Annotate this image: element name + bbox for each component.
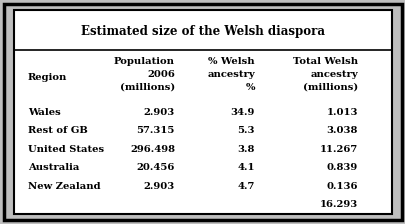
Text: 1.013: 1.013 — [326, 108, 357, 116]
Text: Total Welsh: Total Welsh — [292, 56, 357, 65]
FancyBboxPatch shape — [14, 10, 391, 214]
Text: Estimated size of the Welsh diaspora: Estimated size of the Welsh diaspora — [81, 24, 324, 37]
Text: (millions): (millions) — [119, 82, 175, 91]
Text: 57.315: 57.315 — [136, 126, 175, 135]
Text: 5.3: 5.3 — [237, 126, 254, 135]
Text: United States: United States — [28, 144, 104, 153]
Text: New Zealand: New Zealand — [28, 181, 100, 190]
Text: 34.9: 34.9 — [230, 108, 254, 116]
Text: Rest of GB: Rest of GB — [28, 126, 87, 135]
Text: 11.267: 11.267 — [319, 144, 357, 153]
Text: 3.8: 3.8 — [237, 144, 254, 153]
Text: Australia: Australia — [28, 163, 79, 172]
Text: Wales: Wales — [28, 108, 61, 116]
Text: 20.456: 20.456 — [136, 163, 175, 172]
Text: 4.7: 4.7 — [237, 181, 254, 190]
Text: Population: Population — [114, 56, 175, 65]
Text: (millions): (millions) — [302, 82, 357, 91]
Text: %: % — [245, 82, 254, 91]
Text: 2.903: 2.903 — [143, 108, 175, 116]
Text: 0.839: 0.839 — [326, 163, 357, 172]
Text: 3.038: 3.038 — [326, 126, 357, 135]
Text: 2006: 2006 — [147, 69, 175, 78]
Text: 4.1: 4.1 — [237, 163, 254, 172]
FancyBboxPatch shape — [4, 4, 401, 220]
Text: % Welsh: % Welsh — [208, 56, 254, 65]
Text: Region: Region — [28, 73, 67, 82]
Text: 16.293: 16.293 — [319, 200, 357, 209]
Text: ancestry: ancestry — [309, 69, 357, 78]
Text: ancestry: ancestry — [207, 69, 254, 78]
Text: 296.498: 296.498 — [130, 144, 175, 153]
Text: 2.903: 2.903 — [143, 181, 175, 190]
Text: 0.136: 0.136 — [326, 181, 357, 190]
